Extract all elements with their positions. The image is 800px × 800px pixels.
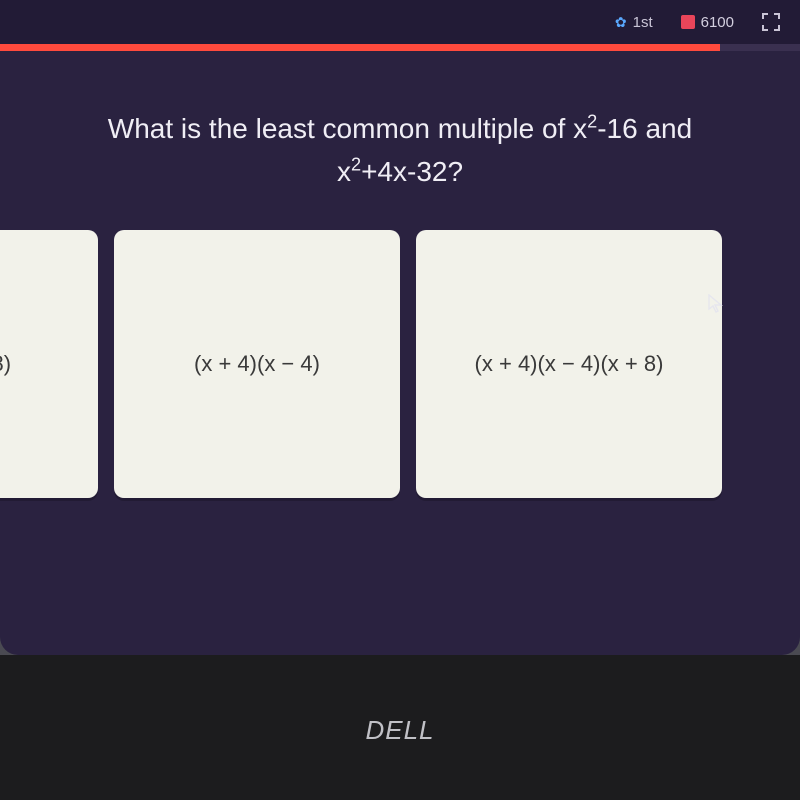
question-part: -16 and	[597, 113, 692, 144]
answer-option-0[interactable]: 2 (x+8)	[0, 230, 98, 498]
topbar: ✿ 1st 6100	[0, 0, 800, 44]
answer-option-2[interactable]: (x + 4)(x − 4)(x + 8)	[416, 230, 722, 498]
heart-icon	[681, 15, 695, 29]
question-area: What is the least common multiple of x2-…	[0, 51, 800, 230]
question-part: What is the least common multiple of x	[108, 113, 587, 144]
answer-text: 2 (x+8)	[0, 351, 11, 377]
fullscreen-icon[interactable]	[762, 13, 780, 31]
laptop-bezel: DELL	[0, 655, 800, 800]
medal-icon: ✿	[615, 14, 627, 31]
score-badge: 6100	[681, 14, 734, 31]
answer-text: (x + 4)(x − 4)(x + 8)	[475, 351, 664, 377]
question-sup: 2	[587, 112, 597, 132]
question-part: x	[337, 156, 351, 187]
answer-text: (x + 4)(x − 4)	[194, 351, 320, 377]
question-part: +4x-32?	[361, 156, 463, 187]
dell-logo: DELL	[365, 715, 434, 746]
answer-row: 2 (x+8) (x + 4)(x − 4) (x + 4)(x − 4)(x …	[0, 230, 800, 498]
question-sup: 2	[351, 155, 361, 175]
rank-label: 1st	[633, 14, 653, 31]
progress-bar	[0, 44, 800, 51]
question-text: What is the least common multiple of x2-…	[40, 107, 760, 194]
quiz-screen: ✿ 1st 6100 What is the least common mult…	[0, 0, 800, 655]
rank-badge: ✿ 1st	[615, 14, 653, 31]
answer-option-1[interactable]: (x + 4)(x − 4)	[114, 230, 400, 498]
score-label: 6100	[701, 14, 734, 31]
